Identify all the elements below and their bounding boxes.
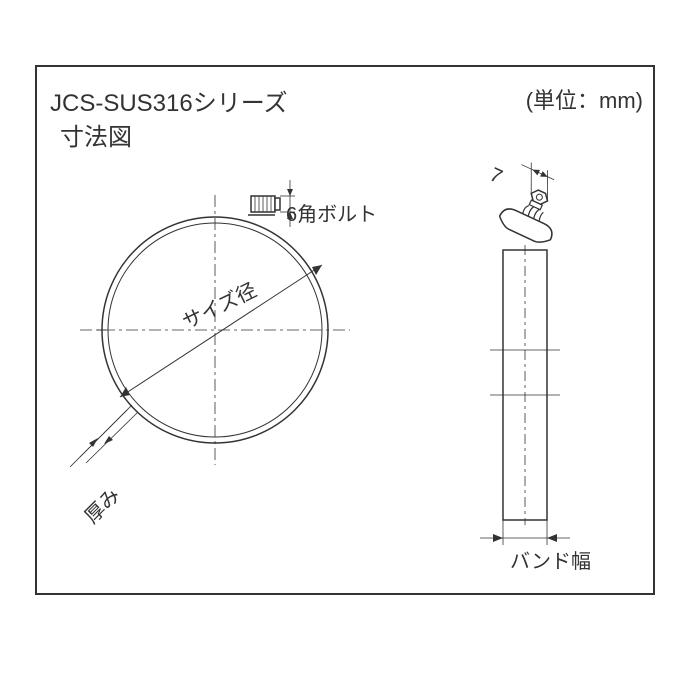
side-view-diagram [465, 150, 635, 570]
unit-label: (単位：mm) [526, 83, 643, 115]
subtitle: 寸法図 [60, 117, 132, 152]
band-width-label: バンド幅 [510, 545, 591, 574]
series-title: JCS-SUS316シリーズ [50, 83, 288, 118]
hex-bolt-label: 6角ボルト [286, 198, 377, 227]
